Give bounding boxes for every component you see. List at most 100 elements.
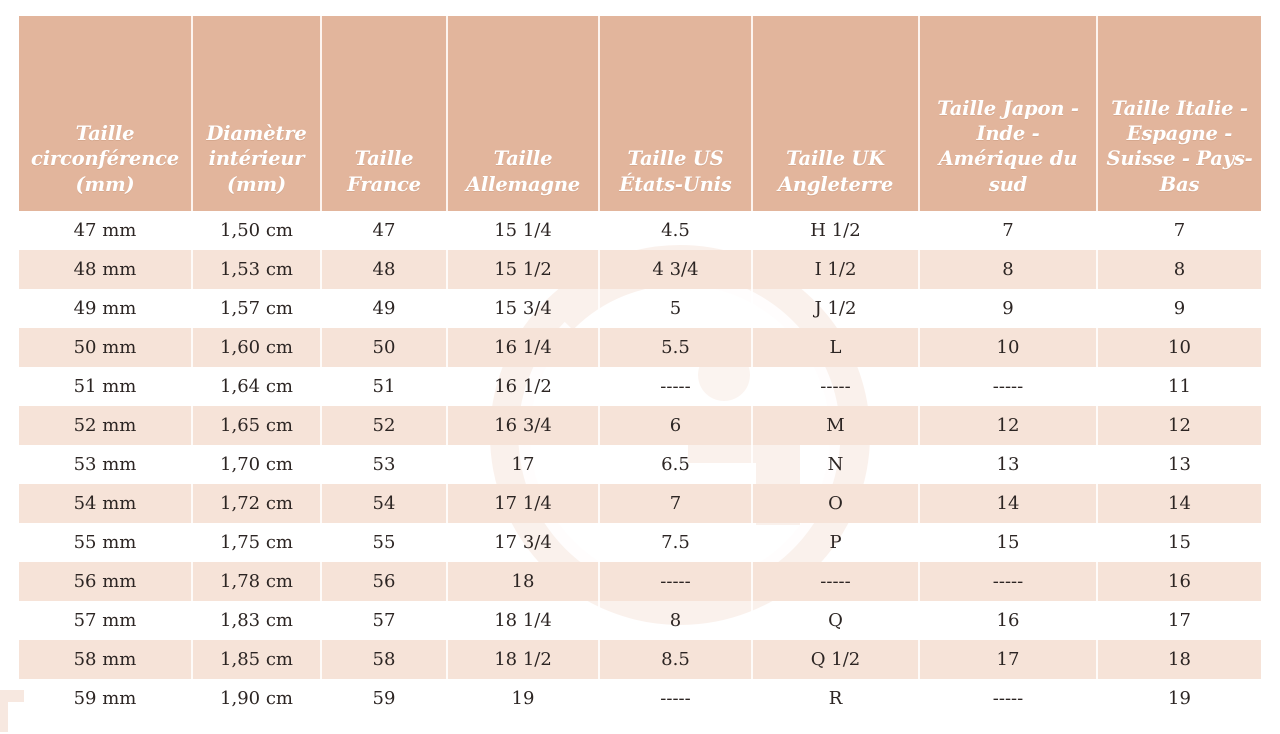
table-row: 51 mm 1,64 cm 51 16 1/2 ----- ----- ----- 11: [19, 367, 1261, 406]
cell-inner-diameter: 1,64 cm: [193, 367, 322, 406]
cell-germany: 15 1/2: [448, 250, 600, 289]
cell-germany: 18 1/2: [448, 640, 600, 679]
column-header-japan-india-south-america: Taille Japon - Inde - Amérique du sud: [920, 16, 1098, 211]
cell-japan-india-south-america: 16: [920, 601, 1098, 640]
table-row: 56 mm 1,78 cm 56 18 ----- ----- ----- 16: [19, 562, 1261, 601]
cell-inner-diameter: 1,50 cm: [193, 211, 322, 250]
cell-inner-diameter: 1,85 cm: [193, 640, 322, 679]
cell-circumference: 53 mm: [19, 445, 193, 484]
column-header-italy-spain-switzerland-netherlands: Taille Italie - Espagne - Suisse - Pays-…: [1098, 16, 1261, 211]
cell-italy-spain-switzerland-netherlands: 16: [1098, 562, 1261, 601]
cell-uk: -----: [753, 562, 920, 601]
cell-us: 4 3/4: [600, 250, 753, 289]
cell-france: 59: [322, 679, 448, 718]
cell-france: 55: [322, 523, 448, 562]
cell-germany: 19: [448, 679, 600, 718]
cell-circumference: 55 mm: [19, 523, 193, 562]
cell-uk: M: [753, 406, 920, 445]
cell-circumference: 58 mm: [19, 640, 193, 679]
cell-france: 58: [322, 640, 448, 679]
cell-uk: H 1/2: [753, 211, 920, 250]
cell-uk: N: [753, 445, 920, 484]
cell-uk: J 1/2: [753, 289, 920, 328]
table-body: 47 mm 1,50 cm 47 15 1/4 4.5 H 1/2 7 7 48 mm 1,53 …: [19, 211, 1261, 718]
cell-germany: 16 1/2: [448, 367, 600, 406]
cell-germany: 16 3/4: [448, 406, 600, 445]
cell-germany: 17 1/4: [448, 484, 600, 523]
table-row: 50 mm 1,60 cm 50 16 1/4 5.5 L 10 10: [19, 328, 1261, 367]
cell-france: 48: [322, 250, 448, 289]
cell-inner-diameter: 1,53 cm: [193, 250, 322, 289]
cell-japan-india-south-america: 14: [920, 484, 1098, 523]
cell-uk: I 1/2: [753, 250, 920, 289]
column-header-france: Taille France: [322, 16, 448, 211]
cell-us: 6.5: [600, 445, 753, 484]
cell-japan-india-south-america: 17: [920, 640, 1098, 679]
cell-italy-spain-switzerland-netherlands: 7: [1173, 220, 1186, 241]
cell-us: 7: [600, 484, 753, 523]
cell-inner-diameter: 1,70 cm: [193, 445, 322, 484]
cell-circumference: 49 mm: [19, 289, 193, 328]
cell-france: 47: [322, 211, 448, 250]
table-row: 47 mm 1,50 cm 47 15 1/4 4.5 H 1/2 7 7: [19, 211, 1261, 250]
cell-germany: 17: [448, 445, 600, 484]
cell-uk: Q: [753, 601, 920, 640]
table-row: 55 mm 1,75 cm 55 17 3/4 7.5 P 15 15: [19, 523, 1261, 562]
cell-circumference: 47 mm: [19, 211, 193, 250]
cell-circumference: 59 mm: [19, 679, 193, 718]
cell-france: 57: [322, 601, 448, 640]
cell-circumference: 56 mm: [19, 562, 193, 601]
cell-us: 8.5: [600, 640, 753, 679]
cell-uk: L: [753, 328, 920, 367]
cell-france: 49: [322, 289, 448, 328]
cell-japan-india-south-america: -----: [920, 679, 1098, 718]
cell-inner-diameter: 1,72 cm: [193, 484, 322, 523]
cell-uk: R: [753, 679, 920, 718]
cell-inner-diameter: 1,65 cm: [193, 406, 322, 445]
cell-italy-spain-switzerland-netherlands: 13: [1168, 454, 1191, 475]
cell-germany: 15 3/4: [448, 289, 600, 328]
cell-france: 51: [322, 367, 448, 406]
table-row: 53 mm 1,70 cm 53 17 6.5 N 13 13: [19, 445, 1261, 484]
cell-france: 53: [322, 445, 448, 484]
table-row: 48 mm 1,53 cm 48 15 1/2 4 3/4 I 1/2 8 8: [19, 250, 1261, 289]
cell-circumference: 48 mm: [19, 250, 193, 289]
cell-italy-spain-switzerland-netherlands: 12: [1098, 406, 1261, 445]
cell-uk: Q 1/2: [753, 640, 920, 679]
cell-us: 4.5: [600, 211, 753, 250]
cell-uk: -----: [753, 367, 920, 406]
cell-japan-india-south-america: 9: [920, 289, 1098, 328]
cell-italy-spain-switzerland-netherlands: 15: [1168, 532, 1191, 553]
ring-size-table: Taille circonférence (mm) Diamètre intér…: [19, 16, 1261, 718]
cell-italy-spain-switzerland-netherlands: 18: [1098, 640, 1261, 679]
cell-germany: 18 1/4: [448, 601, 600, 640]
cell-inner-diameter: 1,57 cm: [193, 289, 322, 328]
cell-inner-diameter: 1,60 cm: [193, 328, 322, 367]
cell-italy-spain-switzerland-netherlands: 11: [1168, 376, 1191, 397]
cell-inner-diameter: 1,78 cm: [193, 562, 322, 601]
cell-japan-india-south-america: -----: [920, 562, 1098, 601]
cell-us: -----: [600, 367, 753, 406]
cell-japan-india-south-america: 12: [920, 406, 1098, 445]
table-row: 52 mm 1,65 cm 52 16 3/4 6 M 12 12: [19, 406, 1261, 445]
cell-uk: O: [753, 484, 920, 523]
cell-france: 50: [322, 328, 448, 367]
cell-circumference: 54 mm: [19, 484, 193, 523]
cell-circumference: 50 mm: [19, 328, 193, 367]
column-header-circumference: Taille circonférence (mm): [19, 16, 193, 211]
cell-us: -----: [600, 679, 753, 718]
cell-italy-spain-switzerland-netherlands: 10: [1098, 328, 1261, 367]
cell-us: 6: [600, 406, 753, 445]
cell-japan-india-south-america: 13: [920, 445, 1098, 484]
table-row: 54 mm 1,72 cm 54 17 1/4 7 O 14 14: [19, 484, 1261, 523]
table-row: 58 mm 1,85 cm 58 18 1/2 8.5 Q 1/2 17 18: [19, 640, 1261, 679]
table-row: 49 mm 1,57 cm 49 15 3/4 5 J 1/2 9 9: [19, 289, 1261, 328]
cell-italy-spain-switzerland-netherlands: 17: [1168, 610, 1191, 631]
cell-inner-diameter: 1,75 cm: [193, 523, 322, 562]
cell-us: -----: [600, 562, 753, 601]
cell-italy-spain-switzerland-netherlands: 9: [1173, 298, 1186, 319]
table-header-row: Taille circonférence (mm) Diamètre intér…: [19, 16, 1261, 211]
cell-uk: P: [753, 523, 920, 562]
column-header-us: Taille US États-Unis: [600, 16, 753, 211]
